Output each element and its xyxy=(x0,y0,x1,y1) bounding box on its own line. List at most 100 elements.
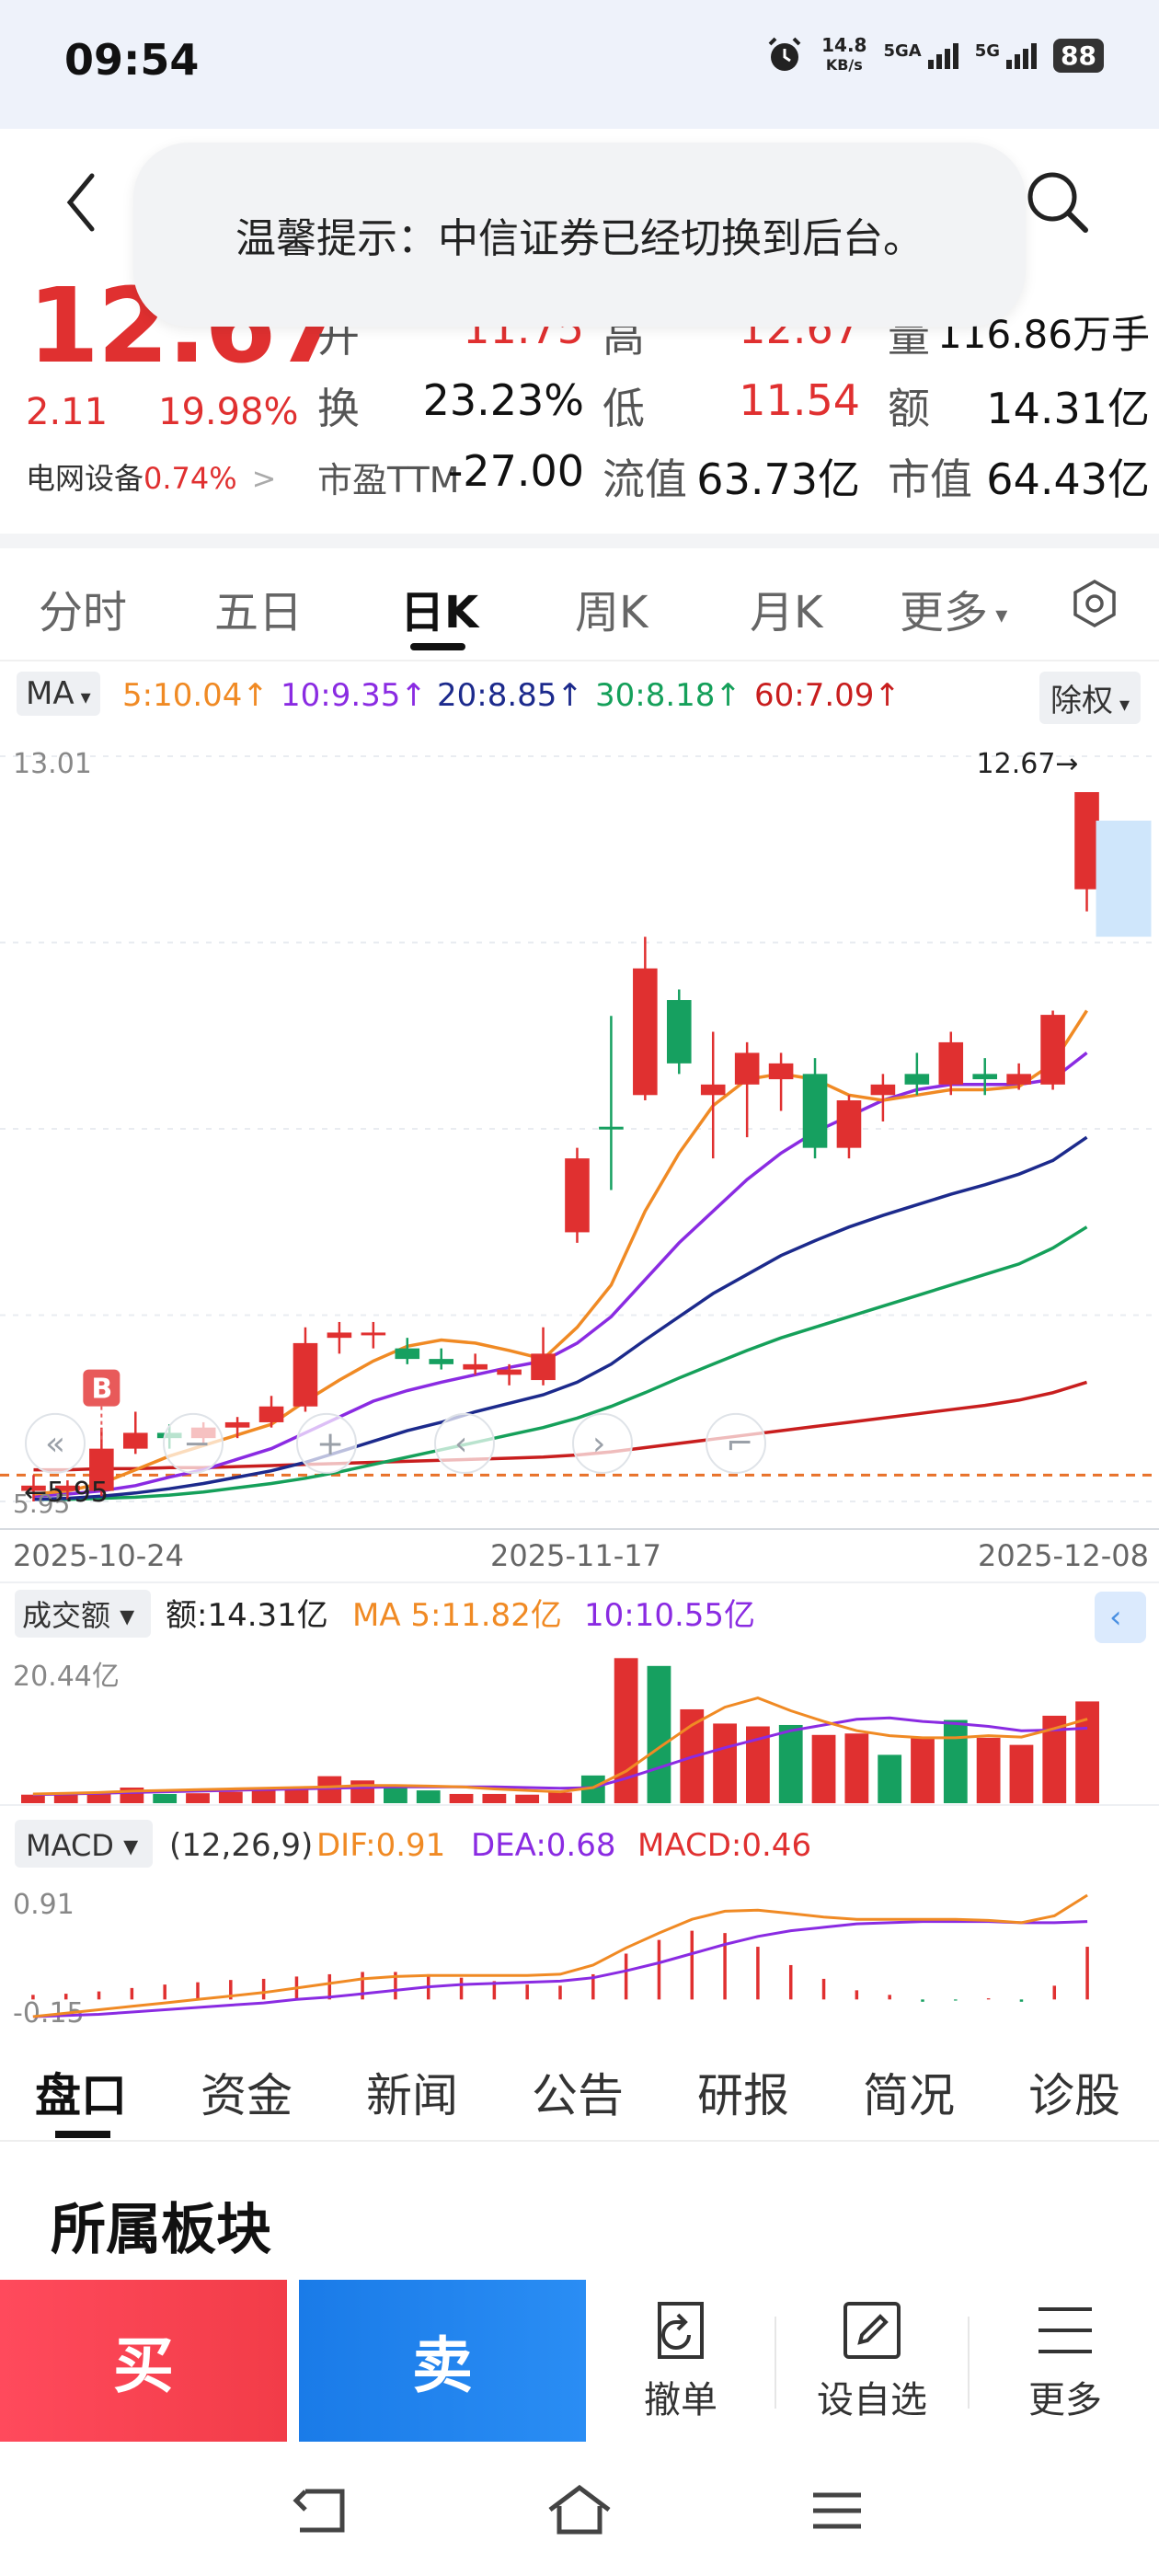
chart-nav-control xyxy=(706,1412,766,1474)
add-watchlist-button[interactable]: 设自选 xyxy=(780,2298,964,2436)
chart-nav-control xyxy=(434,1412,495,1474)
tab-order-book[interactable]: 盘口 xyxy=(35,2069,127,2122)
vol-ma5-line xyxy=(32,1696,1088,1796)
toast-notification: 温馨提示：中信证券已经切换到后台。 xyxy=(133,143,1026,327)
sector-name: 电网设备 xyxy=(26,461,144,496)
candle-body xyxy=(836,1100,862,1148)
tab-daily-k[interactable]: 日K xyxy=(400,587,479,638)
back-arrow-icon[interactable] xyxy=(63,170,99,235)
status-bar: 09:54 14.8 KB/s 5GA 5G 88 xyxy=(0,0,1159,129)
market-cap-value: 64.43亿 xyxy=(986,454,1150,504)
low-value: 11.54 xyxy=(739,375,860,425)
ma-selector[interactable]: MA ▾ xyxy=(17,672,100,716)
tab-intraday[interactable]: 分时 xyxy=(39,587,128,638)
more-actions-button[interactable]: 更多 xyxy=(973,2298,1157,2436)
candle-body xyxy=(599,1126,624,1130)
ma5-value: 5:10.04↑ xyxy=(122,677,269,714)
volume-bar xyxy=(811,1734,836,1803)
chart-nav-control-glyph: − xyxy=(183,1425,211,1463)
recents-nav-icon[interactable] xyxy=(800,2478,874,2543)
chevron-right-icon: > xyxy=(251,461,277,496)
cancel-order-button[interactable]: 撤单 xyxy=(589,2298,773,2436)
tab-monthly-k[interactable]: 月K xyxy=(750,587,823,638)
change-amount: 2.11 xyxy=(26,391,109,433)
macd-top-label: 0.91 xyxy=(13,1889,75,1921)
price-low-label: 5.95 xyxy=(13,1489,70,1519)
ma20-value: 20:8.85↑ xyxy=(437,677,583,714)
status-icons: 14.8 KB/s 5GA 5G 88 xyxy=(764,35,1104,75)
action-divider xyxy=(775,2317,776,2409)
chart-nav-control-glyph: › xyxy=(592,1425,605,1463)
tab-weekly-k[interactable]: 周K xyxy=(575,587,648,638)
candle-body xyxy=(802,1074,828,1148)
candle-body xyxy=(870,1084,896,1096)
sector-link[interactable]: 电网设备0.74% > xyxy=(26,455,276,498)
volume-bar xyxy=(449,1793,474,1803)
date-label-mid: 2025-11-17 xyxy=(490,1538,661,1573)
candle-body xyxy=(361,1332,386,1336)
macd-dif: DIF:0.91 xyxy=(316,1827,445,1864)
candle-body xyxy=(1006,1074,1031,1085)
volume-bar xyxy=(943,1719,968,1803)
edit-icon xyxy=(843,2302,901,2359)
volume-bar xyxy=(284,1788,309,1803)
volume-bar xyxy=(911,1737,935,1803)
candle-body xyxy=(1074,792,1099,890)
candle-body xyxy=(768,1063,794,1080)
volume-bar xyxy=(416,1790,441,1803)
date-label-start: 2025-10-24 xyxy=(13,1538,184,1573)
volume-bar xyxy=(878,1754,902,1803)
volume-bar xyxy=(218,1791,243,1803)
candle-body xyxy=(497,1369,522,1375)
detail-tabs-divider xyxy=(0,2140,1159,2142)
sell-button[interactable]: 卖 xyxy=(299,2280,586,2442)
adjust-selector[interactable]: 除权 ▾ xyxy=(1039,672,1141,724)
volume-bar xyxy=(647,1665,671,1803)
volume-bar xyxy=(21,1794,45,1803)
volume-bar xyxy=(86,1792,111,1803)
chart-period-tabs: 分时 五日 日K 周K 月K 更多 ▾ xyxy=(0,548,1159,663)
volume-bar xyxy=(350,1780,374,1803)
home-nav-icon[interactable] xyxy=(543,2478,616,2543)
kline-chart[interactable]: 成交额 ▾ 额:14.31亿 MA 5:11.82亿 10:10.55亿 ‹ 20.44亿… xyxy=(0,729,1159,2050)
tab-announcements[interactable]: 公告 xyxy=(532,2069,624,2122)
candle-body xyxy=(55,1485,80,1491)
back-nav-icon[interactable] xyxy=(285,2478,359,2543)
volume-bar xyxy=(1009,1744,1034,1803)
search-icon[interactable] xyxy=(1021,166,1095,239)
amount-label: 额 xyxy=(888,384,930,433)
amount-value: 14.31亿 xyxy=(986,384,1150,433)
active-detail-tab-indicator xyxy=(55,2131,110,2138)
tab-diagnosis[interactable]: 诊股 xyxy=(1028,2069,1120,2122)
candle-body xyxy=(327,1332,352,1339)
signal-5ga-icon: 5GA xyxy=(883,41,958,69)
float-cap-label: 流值 xyxy=(602,454,687,504)
alarm-icon xyxy=(768,37,801,71)
tab-capital[interactable]: 资金 xyxy=(201,2069,293,2122)
volume-bar xyxy=(186,1793,210,1803)
buy-marker xyxy=(83,1369,120,1407)
settings-hex-icon[interactable] xyxy=(1067,576,1122,631)
turnover-label: 换 xyxy=(317,384,360,433)
chart-nav-control xyxy=(296,1412,357,1474)
volume-selector xyxy=(15,1590,151,1638)
signal-5g-icon: 5G xyxy=(975,41,1038,69)
tab-profile[interactable]: 简况 xyxy=(863,2069,955,2122)
macd-dea: DEA:0.68 xyxy=(471,1827,615,1864)
tab-research[interactable]: 研报 xyxy=(697,2069,789,2122)
candle-body xyxy=(224,1421,250,1428)
volume-bar xyxy=(976,1737,1001,1803)
candle-body xyxy=(293,1342,318,1407)
tab-more[interactable]: 更多 ▾ xyxy=(900,587,1008,638)
volume-bar xyxy=(251,1790,276,1803)
volume-bar xyxy=(53,1793,78,1803)
battery-icon: 88 xyxy=(1053,38,1104,73)
system-nav-bar xyxy=(0,2442,1159,2576)
trade-action-bar: 买 卖 撤单 设自选 更多 xyxy=(0,2280,1159,2442)
volume-amount: 额:14.31亿 xyxy=(166,1597,328,1634)
volume-bar xyxy=(482,1793,507,1803)
buy-button[interactable]: 买 xyxy=(0,2280,287,2442)
chart-nav-control-glyph: ‹ xyxy=(454,1425,467,1463)
tab-five-day[interactable]: 五日 xyxy=(214,587,304,638)
tab-news[interactable]: 新闻 xyxy=(366,2069,458,2122)
